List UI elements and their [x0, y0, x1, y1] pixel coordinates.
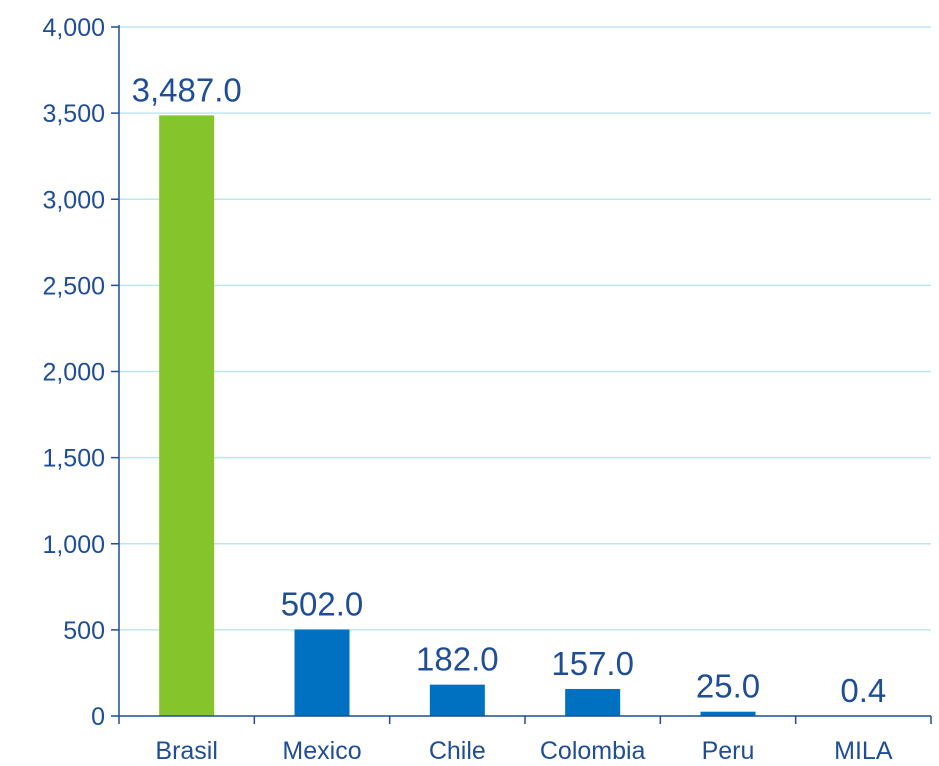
y-tick-label: 2,000	[42, 359, 105, 387]
data-label-peru: 25.0	[696, 668, 760, 705]
x-tick-label-mexico: Mexico	[282, 737, 361, 765]
x-tick-label-brasil: Brasil	[155, 737, 218, 765]
y-tick-label: 0	[91, 703, 105, 731]
y-tick-label: 3,500	[42, 100, 105, 128]
x-tick-label-peru: Peru	[702, 737, 755, 765]
bars	[159, 115, 891, 716]
y-tick-label: 4,000	[42, 14, 105, 42]
axes	[111, 25, 932, 724]
gridlines	[119, 26, 931, 631]
labels: 0 500 1,000 1,500 2,000 2,500 3,000 3,500 4,000 3…	[42, 14, 892, 765]
bar-brasil	[159, 115, 215, 716]
data-label-brasil: 3,487.0	[132, 71, 242, 108]
x-tick-label-chile: Chile	[429, 737, 486, 765]
bar-colombia	[565, 688, 621, 716]
bar-chile	[429, 684, 485, 716]
data-label-colombia: 157.0	[551, 645, 634, 682]
y-tick-label: 2,500	[42, 272, 105, 300]
y-tick-label: 1,000	[42, 531, 105, 559]
y-tick-label: 3,000	[42, 186, 105, 214]
x-tick-label-mila: MILA	[834, 737, 893, 765]
data-label-mexico: 502.0	[281, 586, 364, 623]
y-tick-label: 1,500	[42, 445, 105, 473]
bar-peru	[700, 711, 756, 716]
data-label-chile: 182.0	[416, 641, 499, 678]
x-tick-label-colombia: Colombia	[540, 737, 646, 765]
y-tick-label: 500	[63, 617, 105, 645]
bar-mexico	[294, 629, 350, 716]
data-label-mila: 0.4	[840, 672, 886, 709]
